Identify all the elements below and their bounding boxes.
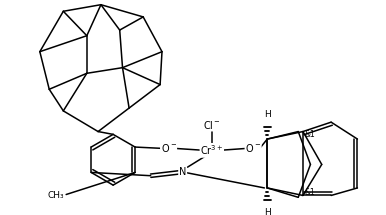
Text: O$^-$: O$^-$	[161, 143, 177, 154]
Text: Cr$^{3+}$: Cr$^{3+}$	[200, 143, 223, 157]
Text: O$^-$: O$^-$	[245, 143, 261, 154]
Text: &1: &1	[305, 188, 316, 197]
Text: CH₃: CH₃	[47, 191, 64, 200]
Text: &1: &1	[305, 130, 316, 139]
Text: N: N	[179, 167, 186, 177]
Text: H: H	[264, 208, 271, 215]
Text: Cl$^-$: Cl$^-$	[203, 119, 221, 131]
Text: H: H	[264, 110, 271, 119]
